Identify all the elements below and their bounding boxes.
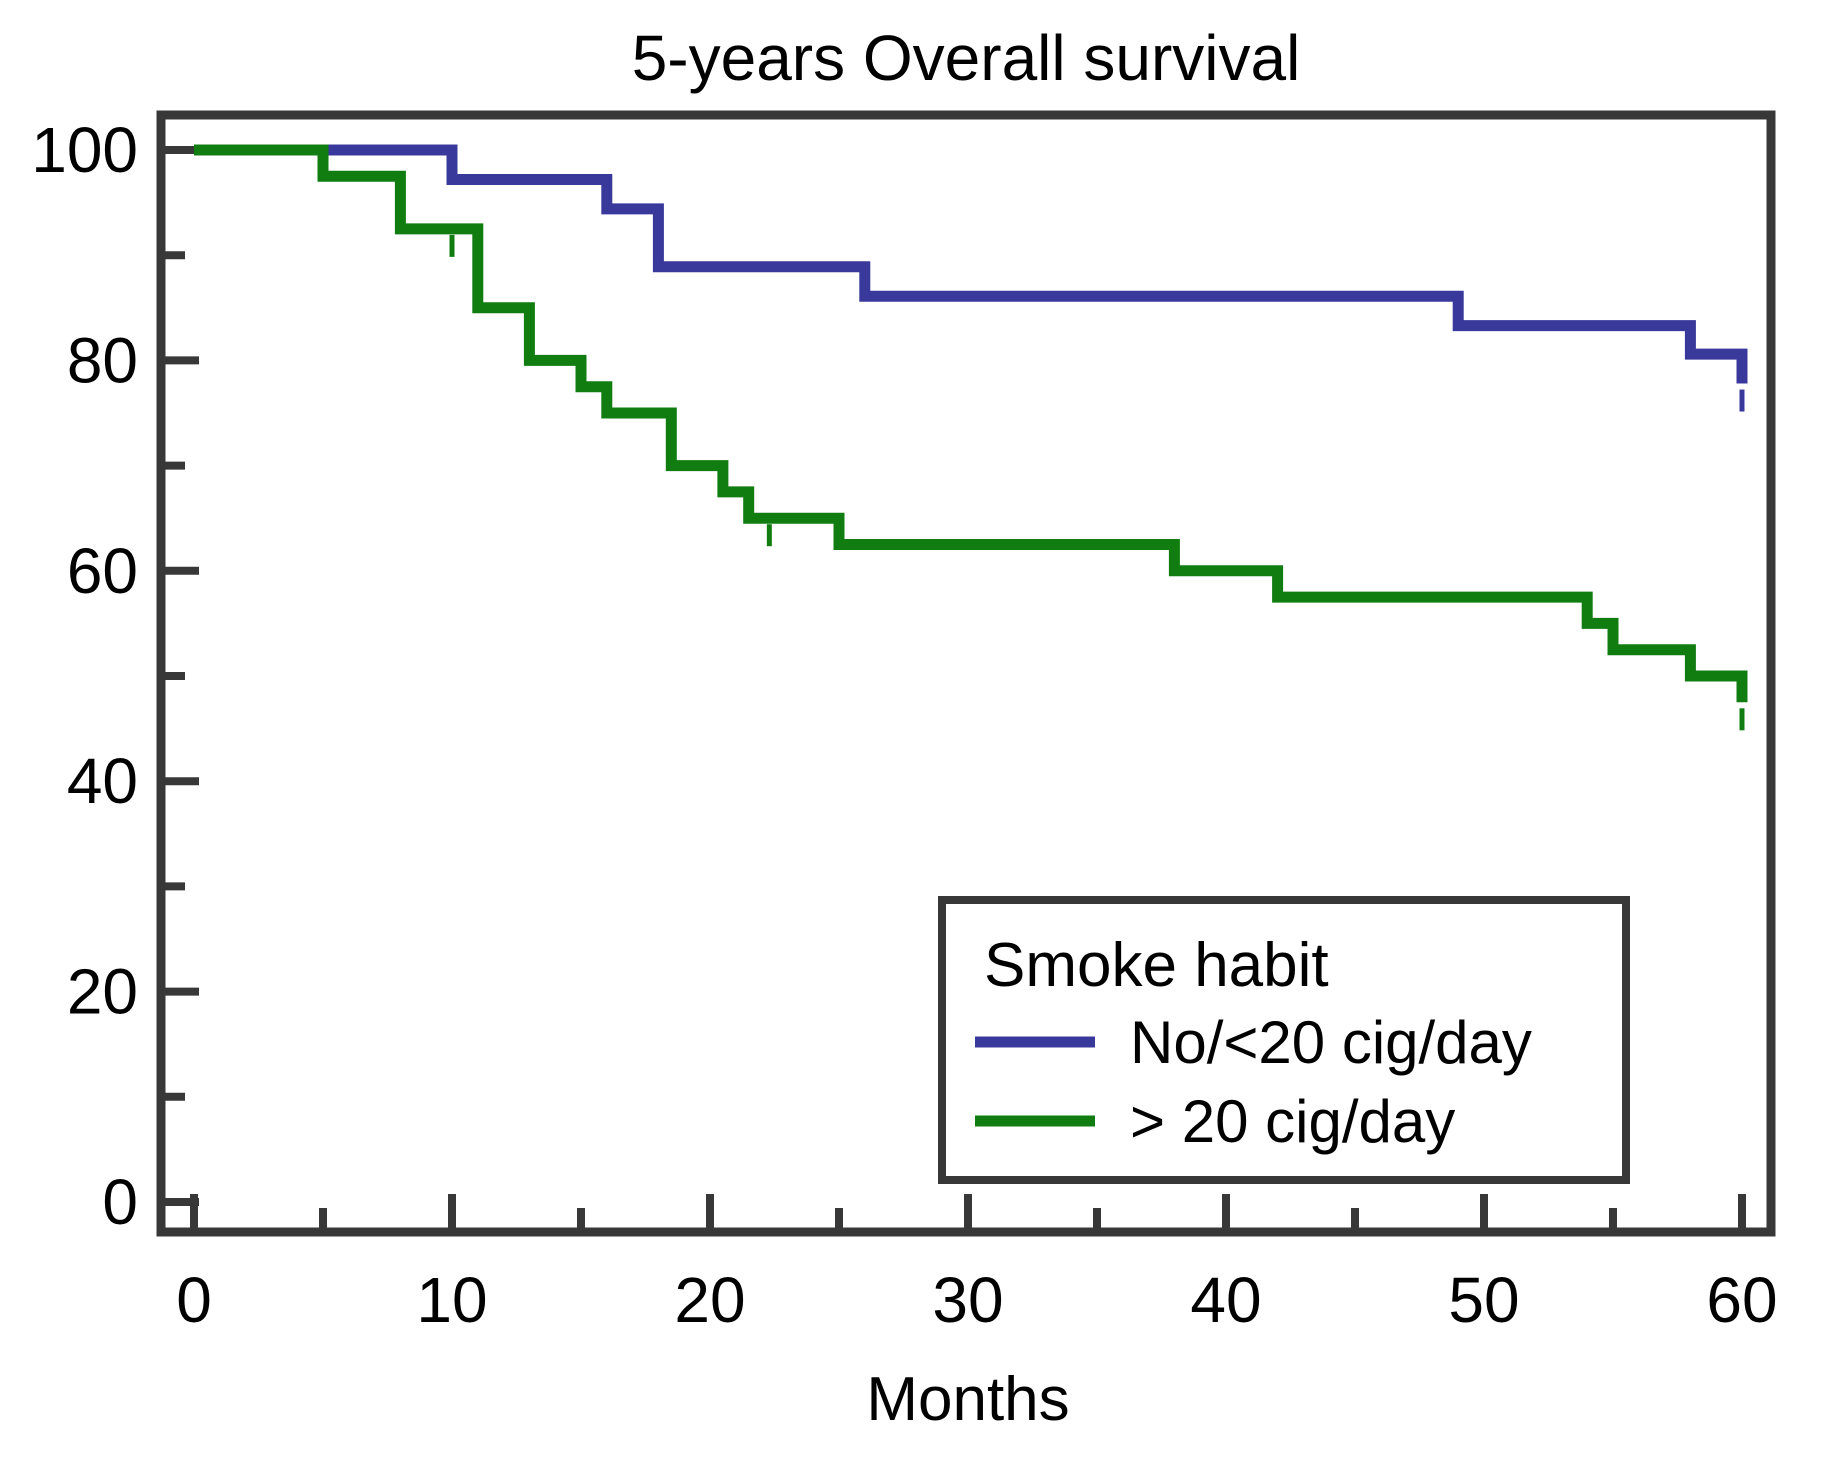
x-tick-label: 10: [416, 1264, 487, 1336]
y-tick-label: 100: [31, 114, 138, 186]
x-axis-title: Months: [866, 1365, 1069, 1434]
x-tick-label: 40: [1190, 1264, 1261, 1336]
x-tick-label: 30: [932, 1264, 1003, 1336]
series-curves: [194, 144, 1748, 703]
y-tick-label: 60: [67, 535, 138, 607]
chart-title: 5-years Overall survival: [632, 22, 1301, 94]
x-axis-tick-labels: 0 10 20 30 40 50 60: [176, 1264, 1777, 1336]
x-tick-label: 50: [1448, 1264, 1519, 1336]
legend-entry-gt20: > 20 cig/day: [975, 1088, 1455, 1155]
y-axis-tick-labels: 0 20 40 60 80 100: [31, 114, 138, 1238]
y-tick-label: 0: [102, 1166, 138, 1238]
legend-label-gt20: > 20 cig/day: [1130, 1088, 1455, 1155]
y-tick-label: 20: [67, 956, 138, 1028]
legend: Smoke habit No/<20 cig/day > 20 cig/day: [938, 896, 1630, 1184]
y-axis-ticks: [161, 146, 199, 1206]
series-curve-no-lt20: [194, 144, 1748, 384]
censor-marks: [449, 234, 1745, 731]
x-axis-ticks: [190, 1194, 1746, 1232]
legend-title: Smoke habit: [984, 931, 1329, 1000]
y-tick-label: 80: [67, 324, 138, 396]
legend-entry-no-lt20: No/<20 cig/day: [975, 1009, 1532, 1076]
series-curve-gt20: [194, 144, 1748, 703]
x-tick-label: 20: [674, 1264, 745, 1336]
y-tick-label: 40: [67, 745, 138, 817]
x-tick-label: 0: [176, 1264, 212, 1336]
x-tick-label: 60: [1706, 1264, 1777, 1336]
legend-label-no-lt20: No/<20 cig/day: [1130, 1009, 1532, 1076]
